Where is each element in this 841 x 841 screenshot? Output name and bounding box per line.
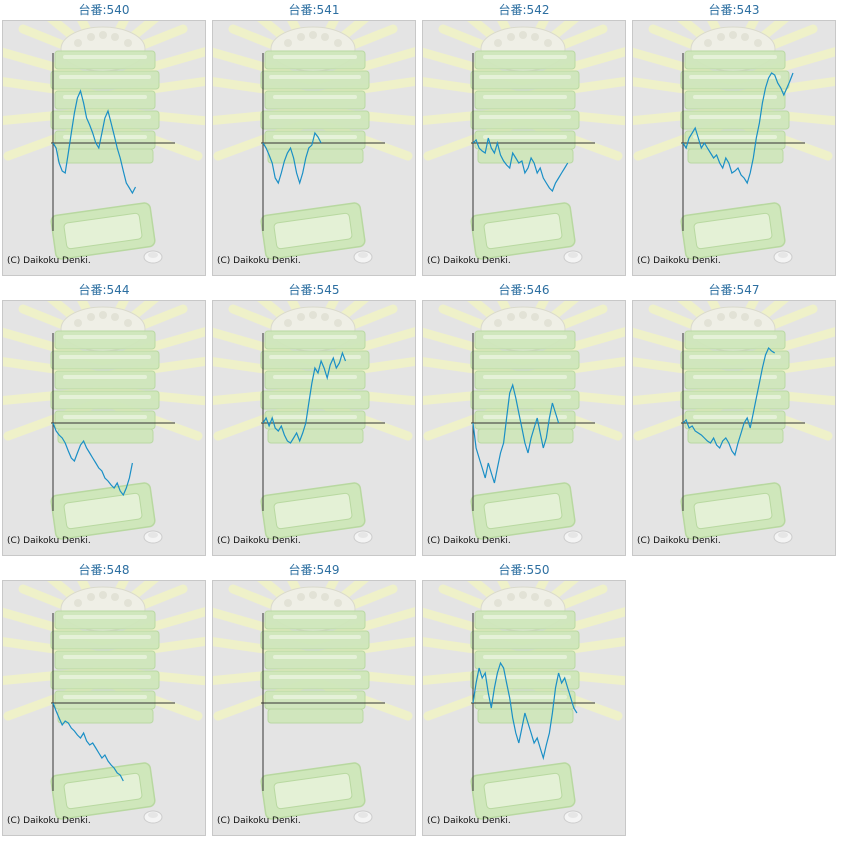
chart-svg <box>633 301 835 555</box>
chart-svg <box>3 581 205 835</box>
chart-title[interactable]: 台番:549 <box>288 563 340 577</box>
chart-title[interactable]: 台番:544 <box>78 283 130 297</box>
background-illustration <box>213 301 415 543</box>
chart-cell-544[interactable]: 台番:544 (C) Daikoku Denki. <box>0 280 208 560</box>
chart-svg <box>423 301 625 555</box>
background-illustration <box>633 301 835 543</box>
series-line-543 <box>682 72 794 185</box>
chart-svg <box>3 301 205 555</box>
series-line-541 <box>262 131 322 186</box>
chart-cell-546[interactable]: 台番:546 (C) Daikoku Denki. <box>420 280 628 560</box>
series-line-542 <box>472 137 569 193</box>
series-line-548 <box>52 702 124 782</box>
chart-svg <box>213 581 415 835</box>
background-illustration <box>3 21 205 263</box>
chart-svg <box>423 21 625 275</box>
chart-title[interactable]: 台番:543 <box>708 3 760 17</box>
copyright-label: (C) Daikoku Denki. <box>7 816 91 826</box>
chart-panel: (C) Daikoku Denki. <box>632 20 836 276</box>
copyright-label: (C) Daikoku Denki. <box>637 256 721 266</box>
copyright-label: (C) Daikoku Denki. <box>217 536 301 546</box>
copyright-label: (C) Daikoku Denki. <box>217 256 301 266</box>
chart-title[interactable]: 台番:540 <box>78 3 130 17</box>
chart-svg <box>423 581 625 835</box>
chart-svg <box>213 21 415 275</box>
chart-panel: (C) Daikoku Denki. <box>422 20 626 276</box>
background-illustration <box>423 581 625 823</box>
series-line-547 <box>682 346 776 457</box>
chart-panel: (C) Daikoku Denki. <box>212 580 416 836</box>
copyright-label: (C) Daikoku Denki. <box>217 816 301 826</box>
series-line-544 <box>52 422 133 497</box>
copyright-label: (C) Daikoku Denki. <box>427 816 511 826</box>
background-illustration <box>213 581 415 823</box>
chart-cell-548[interactable]: 台番:548 (C) Daikoku Denki. <box>0 560 208 840</box>
chart-panel: (C) Daikoku Denki. <box>632 300 836 556</box>
chart-cell-540[interactable]: 台番:540 (C) Daikoku Denki. <box>0 0 208 280</box>
chart-panel: (C) Daikoku Denki. <box>212 20 416 276</box>
chart-cell-547[interactable]: 台番:547 (C) Daikoku Denki. <box>630 280 838 560</box>
chart-svg <box>3 21 205 275</box>
chart-title[interactable]: 台番:550 <box>498 563 550 577</box>
chart-panel: (C) Daikoku Denki. <box>422 300 626 556</box>
copyright-label: (C) Daikoku Denki. <box>427 536 511 546</box>
chart-title[interactable]: 台番:542 <box>498 3 550 17</box>
chart-cell-549[interactable]: 台番:549 (C) Daikoku Denki. <box>210 560 418 840</box>
copyright-label: (C) Daikoku Denki. <box>7 536 91 546</box>
series-line-550 <box>472 661 578 761</box>
chart-title[interactable]: 台番:541 <box>288 3 340 17</box>
copyright-label: (C) Daikoku Denki. <box>427 256 511 266</box>
chart-panel: (C) Daikoku Denki. <box>2 20 206 276</box>
chart-panel: (C) Daikoku Denki. <box>212 300 416 556</box>
chart-cell-543[interactable]: 台番:543 (C) Daikoku Denki. <box>630 0 838 280</box>
background-illustration <box>213 21 415 263</box>
chart-title[interactable]: 台番:545 <box>288 283 340 297</box>
chart-title[interactable]: 台番:546 <box>498 283 550 297</box>
background-illustration <box>633 21 835 263</box>
chart-panel: (C) Daikoku Denki. <box>2 580 206 836</box>
chart-cell-542[interactable]: 台番:542 (C) Daikoku Denki. <box>420 0 628 280</box>
chart-panel: (C) Daikoku Denki. <box>2 300 206 556</box>
chart-title[interactable]: 台番:548 <box>78 563 130 577</box>
series-line-540 <box>52 89 137 195</box>
chart-title[interactable]: 台番:547 <box>708 283 760 297</box>
chart-svg <box>213 301 415 555</box>
chart-cell-541[interactable]: 台番:541 (C) Daikoku Denki. <box>210 0 418 280</box>
series-line-546 <box>472 382 560 484</box>
background-illustration <box>423 301 625 543</box>
background-illustration <box>3 301 205 543</box>
chart-panel: (C) Daikoku Denki. <box>422 580 626 836</box>
copyright-label: (C) Daikoku Denki. <box>637 536 721 546</box>
chart-svg <box>633 21 835 275</box>
copyright-label: (C) Daikoku Denki. <box>7 256 91 266</box>
background-illustration <box>3 581 205 823</box>
background-illustration <box>423 21 625 263</box>
chart-cell-545[interactable]: 台番:545 (C) Daikoku Denki. <box>210 280 418 560</box>
chart-cell-550[interactable]: 台番:550 (C) Daikoku Denki. <box>420 560 628 840</box>
series-line-545 <box>262 351 347 444</box>
